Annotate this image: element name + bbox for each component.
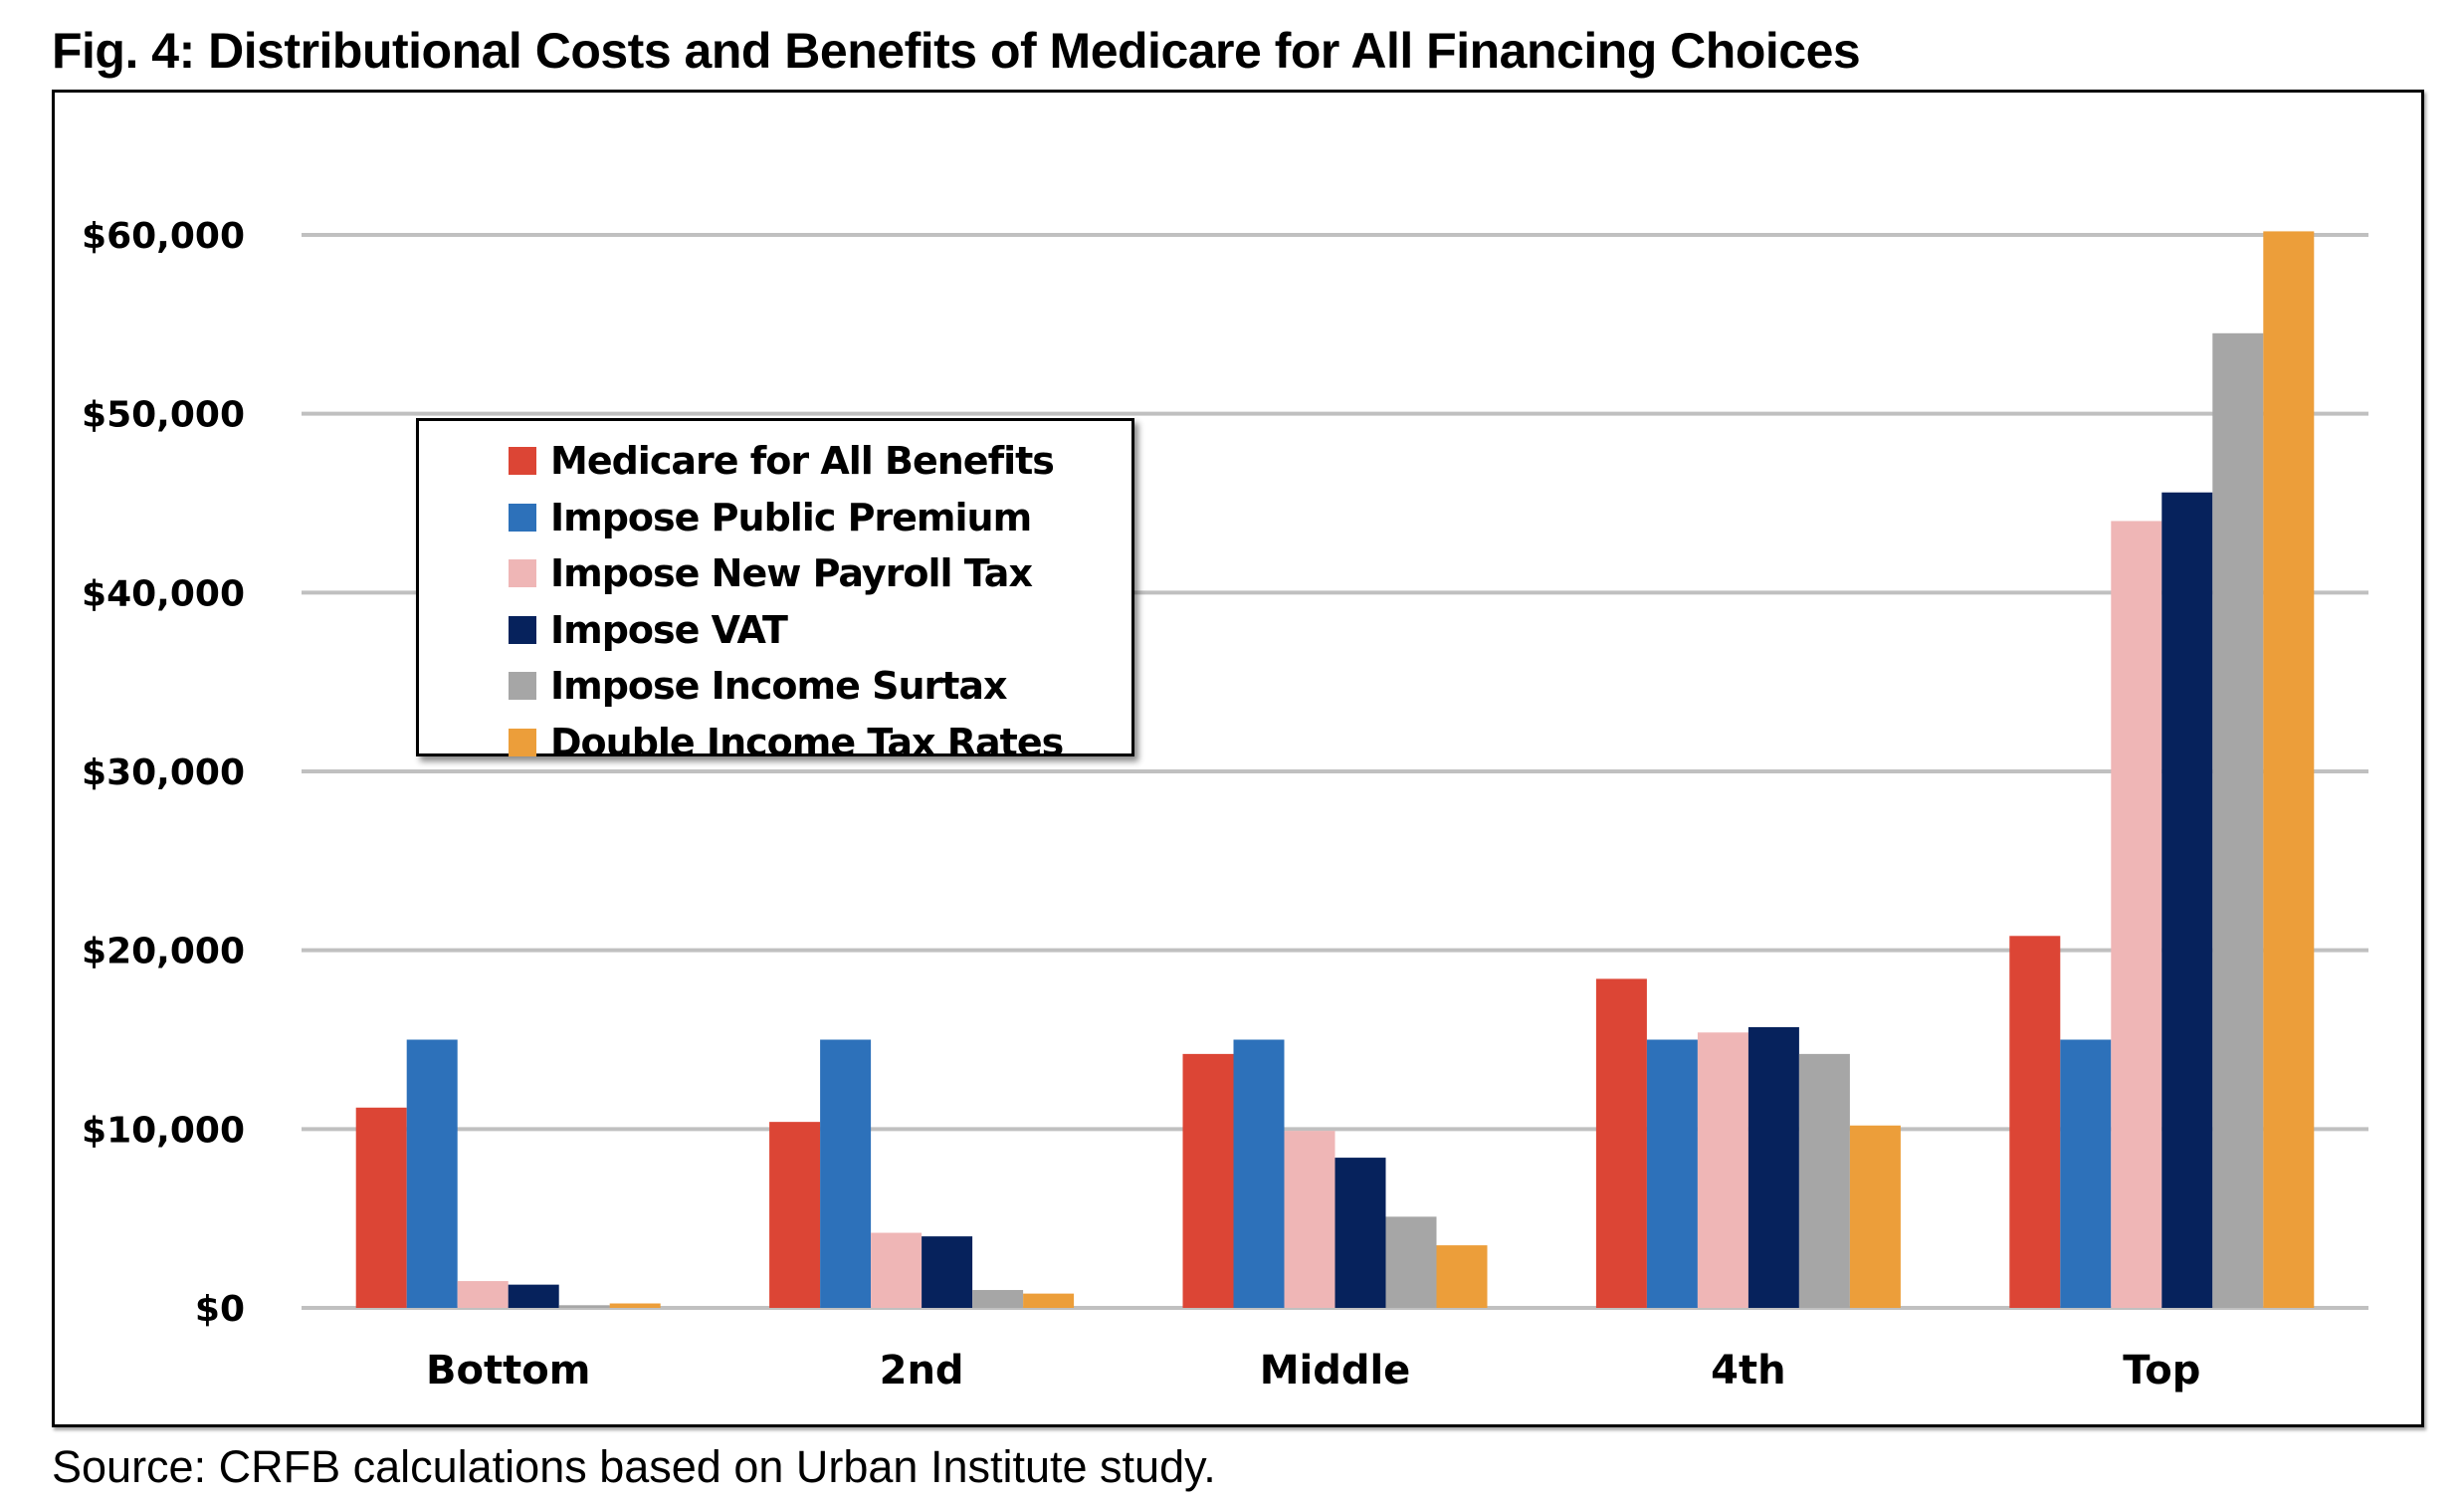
y-tick-label: $50,000 bbox=[82, 395, 245, 436]
bar-impose-new-payroll-tax-4th bbox=[1697, 1032, 1748, 1308]
chart-title: Fig. 4: Distributional Costs and Benefit… bbox=[52, 23, 1861, 79]
legend-label: Impose VAT bbox=[550, 607, 788, 652]
bar-impose-income-surtax-top bbox=[2212, 332, 2264, 1309]
bar-medicare-for-all-benefits-4th bbox=[1595, 978, 1647, 1308]
bar-impose-income-surtax-2nd bbox=[972, 1290, 1024, 1308]
bar-impose-public-premium-4th bbox=[1646, 1039, 1698, 1308]
y-tick-label: $0 bbox=[195, 1289, 245, 1330]
bar-medicare-for-all-benefits-middle bbox=[1182, 1053, 1234, 1308]
legend-swatch bbox=[509, 728, 536, 756]
x-tick-label: Bottom bbox=[426, 1348, 590, 1394]
chart-frame bbox=[52, 90, 2424, 1427]
bar-impose-vat-4th bbox=[1747, 1026, 1799, 1308]
bar-impose-public-premium-middle bbox=[1233, 1039, 1285, 1308]
bar-impose-public-premium-top bbox=[2060, 1039, 2112, 1308]
bar-impose-income-surtax-middle bbox=[1385, 1216, 1437, 1308]
y-tick-label: $60,000 bbox=[82, 216, 245, 257]
legend-swatch bbox=[509, 447, 536, 476]
bar-impose-public-premium-bottom bbox=[406, 1039, 458, 1308]
legend-swatch bbox=[509, 615, 536, 644]
legend-label: Impose Income Surtax bbox=[550, 664, 1008, 709]
bar-double-income-tax-rates-middle bbox=[1436, 1245, 1488, 1308]
legend-label: Impose New Payroll Tax bbox=[550, 551, 1033, 596]
legend-swatch bbox=[509, 672, 536, 701]
x-tick-label: Top bbox=[2123, 1348, 2200, 1394]
bar-double-income-tax-rates-2nd bbox=[1023, 1293, 1075, 1308]
legend-label: Medicare for All Benefits bbox=[550, 439, 1055, 484]
bars bbox=[355, 231, 2315, 1309]
source-note: Source: CRFB calculations based on Urban… bbox=[52, 1441, 1216, 1492]
legend-swatch bbox=[509, 559, 536, 588]
legend-item: Impose VAT bbox=[509, 602, 1131, 659]
bar-impose-new-payroll-tax-bottom bbox=[457, 1281, 509, 1308]
legend-swatch bbox=[509, 503, 536, 532]
x-axis: Bottom 2nd Middle 4th Top bbox=[426, 1348, 2200, 1394]
x-tick-label: 2nd bbox=[880, 1348, 964, 1394]
x-tick-label: 4th bbox=[1711, 1348, 1785, 1394]
bar-medicare-for-all-benefits-bottom bbox=[355, 1107, 407, 1308]
y-axis: $0 $10,000 $20,000 $30,000 $40,000 $50,000 $60… bbox=[82, 216, 245, 1330]
bar-impose-new-payroll-tax-middle bbox=[1284, 1131, 1335, 1308]
legend-item: Double Income Tax Rates bbox=[509, 715, 1131, 771]
bar-double-income-tax-rates-top bbox=[2263, 231, 2315, 1309]
bar-impose-income-surtax-4th bbox=[1798, 1053, 1850, 1308]
legend: Medicare for All Benefits Impose Public P… bbox=[416, 418, 1134, 764]
legend-item: Impose New Payroll Tax bbox=[509, 545, 1131, 602]
bar-double-income-tax-rates-bottom bbox=[609, 1303, 661, 1308]
y-tick-label: $30,000 bbox=[82, 752, 245, 793]
y-tick-label: $40,000 bbox=[82, 573, 245, 614]
legend-item: Impose Income Surtax bbox=[509, 658, 1131, 715]
legend-item: Impose Public Premium bbox=[509, 490, 1131, 546]
bar-medicare-for-all-benefits-top bbox=[2009, 936, 2061, 1308]
bar-impose-vat-top bbox=[2161, 492, 2213, 1309]
bar-impose-new-payroll-tax-2nd bbox=[871, 1232, 923, 1308]
y-tick-label: $20,000 bbox=[82, 932, 245, 972]
legend-item: Medicare for All Benefits bbox=[509, 433, 1131, 490]
bar-impose-vat-2nd bbox=[922, 1236, 973, 1308]
bar-double-income-tax-rates-4th bbox=[1849, 1125, 1901, 1308]
bar-impose-public-premium-2nd bbox=[820, 1039, 872, 1308]
bar-impose-income-surtax-bottom bbox=[558, 1305, 610, 1308]
x-tick-label: Middle bbox=[1260, 1348, 1411, 1394]
y-tick-label: $10,000 bbox=[82, 1110, 245, 1151]
legend-label: Double Income Tax Rates bbox=[550, 720, 1064, 764]
bar-medicare-for-all-benefits-2nd bbox=[769, 1122, 821, 1308]
legend-label: Impose Public Premium bbox=[550, 495, 1032, 539]
bar-impose-new-payroll-tax-top bbox=[2111, 521, 2162, 1308]
bar-impose-vat-bottom bbox=[508, 1284, 559, 1308]
bar-impose-vat-middle bbox=[1335, 1158, 1386, 1308]
